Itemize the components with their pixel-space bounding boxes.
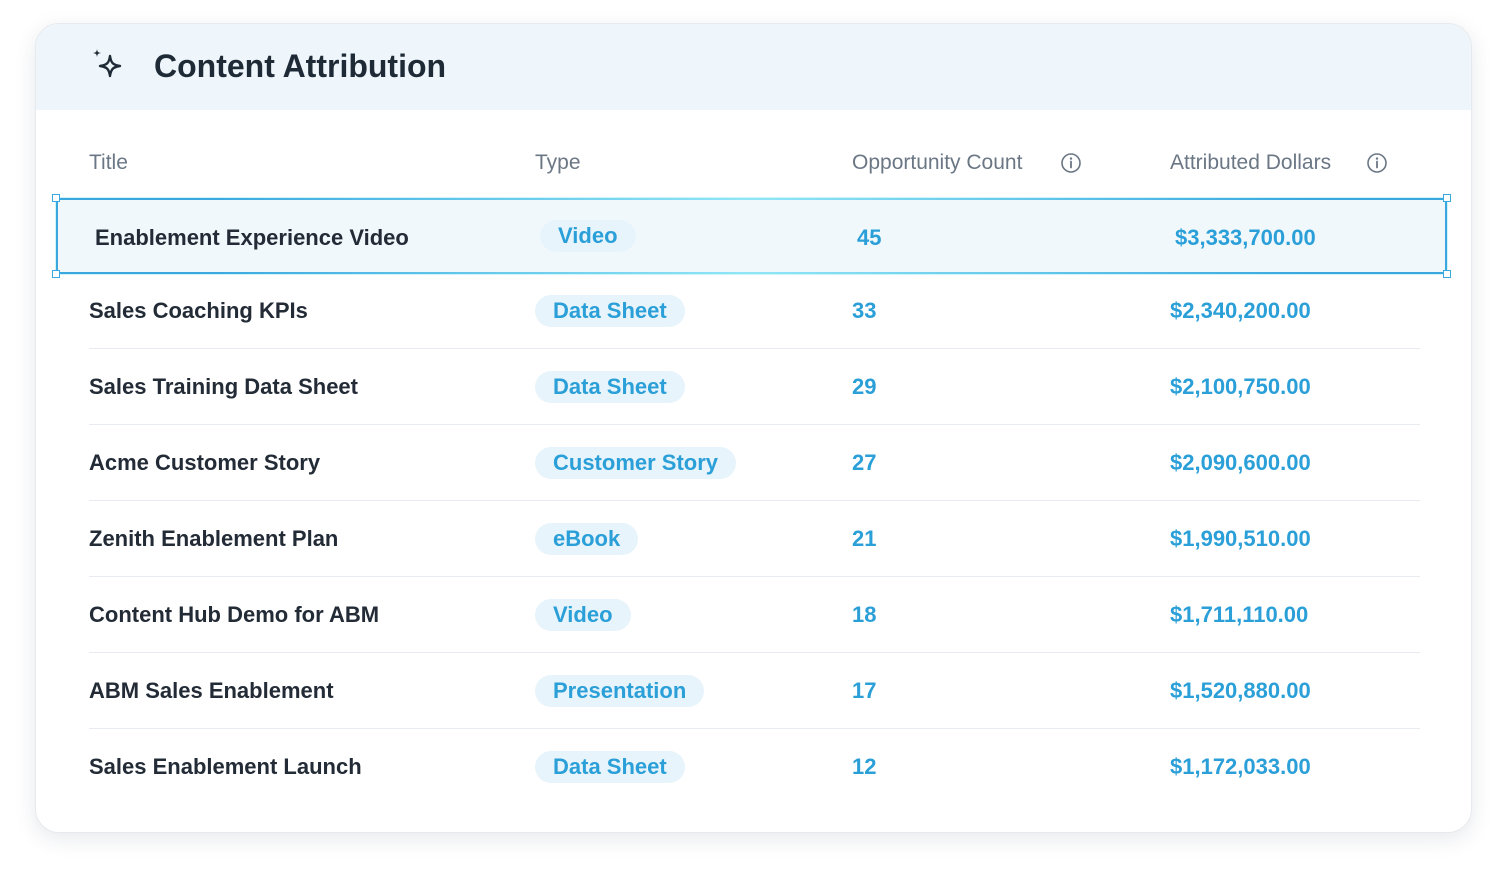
row-title: Enablement Experience Video [95, 225, 409, 250]
row-divider [89, 348, 1420, 349]
type-badge: Video [535, 599, 631, 631]
opportunity-count: 21 [852, 526, 877, 551]
attributed-dollars: $2,340,200.00 [1170, 298, 1311, 323]
type-badge: eBook [535, 523, 639, 555]
table-row-selected[interactable]: Enablement Experience Video Video 45 $3,… [52, 194, 1451, 278]
type-badge: Data Sheet [535, 751, 685, 783]
opportunity-count: 12 [852, 754, 877, 779]
type-badge: Customer Story [535, 447, 737, 479]
type-badge: Presentation [535, 675, 705, 707]
table-row[interactable]: Content Hub Demo for ABM Video 18 $1,711… [89, 577, 1420, 653]
resize-handle[interactable] [52, 194, 60, 202]
selection-glow [196, 272, 1307, 274]
info-icon[interactable] [1060, 152, 1082, 174]
opportunity-count: 45 [857, 225, 882, 250]
attributed-dollars: $3,333,700.00 [1175, 225, 1316, 250]
resize-handle[interactable] [52, 270, 60, 278]
row-divider [89, 728, 1420, 729]
attributed-dollars: $1,172,033.00 [1170, 754, 1311, 779]
table-row[interactable]: ABM Sales Enablement Presentation 17 $1,… [89, 653, 1420, 729]
column-header-title[interactable]: Title [89, 151, 128, 174]
row-title: Sales Coaching KPIs [89, 298, 308, 323]
opportunity-count: 33 [852, 298, 877, 323]
card-title: Content Attribution [154, 48, 447, 84]
column-header-type[interactable]: Type [535, 151, 581, 174]
table-row[interactable]: Acme Customer Story Customer Story 27 $2… [89, 425, 1420, 501]
opportunity-count: 17 [852, 678, 877, 703]
row-divider [89, 576, 1420, 577]
resize-handle[interactable] [1443, 194, 1451, 202]
opportunity-count: 29 [852, 374, 877, 399]
row-divider [89, 424, 1420, 425]
selection-glow [196, 198, 1307, 200]
content-attribution-card: Content Attribution Title Type Opportuni… [35, 23, 1472, 833]
attributed-dollars: $1,520,880.00 [1170, 678, 1311, 703]
attributed-dollars: $1,711,110.00 [1170, 602, 1309, 627]
row-divider [89, 652, 1420, 653]
column-header-opportunity-count[interactable]: Opportunity Count [852, 151, 1023, 174]
row-divider [89, 500, 1420, 501]
column-header-attributed-dollars[interactable]: Attributed Dollars [1170, 151, 1332, 174]
type-badge: Data Sheet [535, 371, 685, 403]
attributed-dollars: $2,100,750.00 [1170, 374, 1311, 399]
row-title: Acme Customer Story [89, 450, 321, 475]
row-title: Zenith Enablement Plan [89, 526, 339, 551]
type-badge: Data Sheet [535, 295, 685, 327]
card-header: Content Attribution [36, 24, 1471, 110]
table-row[interactable]: Sales Training Data Sheet Data Sheet 29 … [89, 349, 1420, 425]
attributed-dollars: $2,090,600.00 [1170, 450, 1311, 475]
row-title: ABM Sales Enablement [89, 678, 334, 703]
sparkle-icon [93, 49, 122, 78]
attributed-dollars: $1,990,510.00 [1170, 526, 1311, 551]
info-icon[interactable] [1366, 152, 1388, 174]
opportunity-count: 18 [852, 602, 877, 627]
opportunity-count: 27 [852, 450, 877, 475]
table-row[interactable]: Sales Coaching KPIs Data Sheet 33 $2,340… [89, 273, 1420, 349]
table-row[interactable]: Sales Enablement Launch Data Sheet 12 $1… [89, 729, 1420, 805]
row-title: Sales Enablement Launch [89, 754, 362, 779]
type-badge: Video [540, 220, 636, 252]
table-row[interactable]: Zenith Enablement Plan eBook 21 $1,990,5… [89, 501, 1420, 577]
row-title: Content Hub Demo for ABM [89, 602, 380, 627]
resize-handle[interactable] [1443, 270, 1451, 278]
row-title: Sales Training Data Sheet [89, 374, 358, 399]
